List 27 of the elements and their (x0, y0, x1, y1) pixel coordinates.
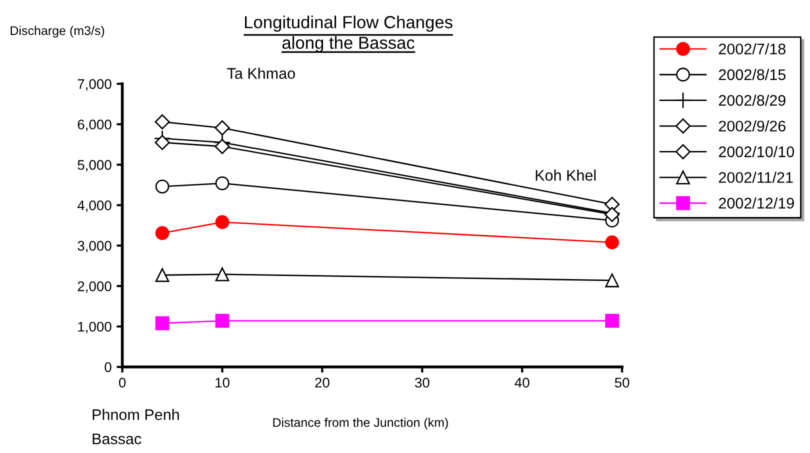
chart-title: Longitudinal Flow Changes along the Bassac (245, 16, 452, 52)
x-tick-label: 0 (118, 378, 126, 388)
y-tick-label: 6,000 (78, 120, 112, 132)
x-tick-label: 10 (216, 378, 230, 388)
legend-label: 2002/10/10 (718, 146, 794, 158)
text: Phnom Penh Bassac (92, 408, 179, 444)
y-tick-label: 5,000 (78, 160, 112, 172)
x-axis-title: Distance from the Junction (km) (273, 418, 448, 430)
legend-label: 2002/9/26 (718, 120, 786, 132)
y-axis-title: Discharge (m3/s) (10, 26, 104, 38)
legend-label: 2002/8/15 (718, 68, 786, 80)
y-tick-label: 4,000 (77, 200, 112, 212)
y-tick-label: 1,000 (78, 322, 112, 334)
y-tick-label: 7,000 (78, 79, 112, 91)
annotation: Koh Khel (536, 170, 596, 181)
y-tick-label: 2,000 (78, 281, 112, 293)
y-tick-label: 0 (104, 362, 112, 372)
legend-label: 2002/7/18 (718, 43, 786, 54)
legend-label: 2002/12/19 (718, 197, 794, 209)
legend-label: 2002/11/21 (718, 172, 793, 183)
legend-label: 2002/8/29 (718, 94, 786, 106)
x-tick-label: 50 (614, 378, 630, 388)
y-tick-label: 3,000 (78, 240, 112, 252)
text: Ta Khmao (227, 68, 295, 79)
x-tick-label: 40 (514, 378, 530, 388)
x-tick-label: 20 (315, 378, 330, 388)
x-tick-label: 30 (414, 378, 430, 388)
